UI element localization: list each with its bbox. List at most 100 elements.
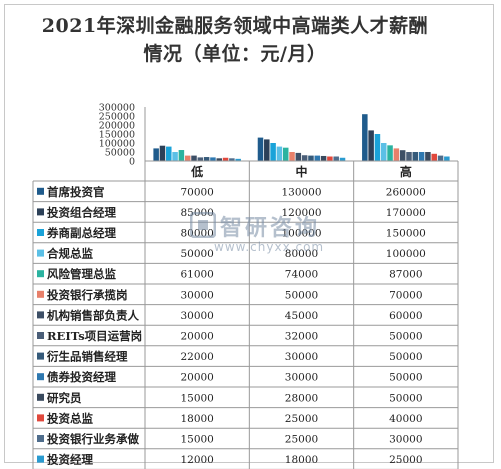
data-label: 15000 [180,434,213,446]
legend-label: 研究员 [47,391,82,405]
bar [333,156,339,161]
data-label: 100000 [281,228,321,240]
bar [178,150,185,161]
bar [425,152,431,161]
bar [235,158,241,161]
bar [406,152,412,161]
data-label: 61000 [180,269,213,281]
bar [276,146,283,161]
bar [393,148,400,161]
data-label: 20000 [180,372,213,384]
bar-plot-area [145,114,458,162]
bar [216,158,223,161]
data-label: 130000 [281,186,321,198]
bar [229,158,235,161]
data-label: 32000 [285,331,318,343]
data-label: 25000 [285,413,318,425]
data-label: 18000 [180,413,213,425]
bar [159,145,166,161]
legend-swatch [37,311,44,319]
data-label: 50000 [180,248,213,260]
legend-swatch [37,435,44,442]
data-label: 70000 [180,186,213,198]
bar [184,155,191,161]
legend-label: 机构销售部负责人 [47,308,139,322]
data-label: 30000 [180,289,213,301]
data-label: 74000 [285,269,318,281]
bar [301,155,308,161]
y-tick-label: 300000 [99,103,135,114]
bar [418,152,425,161]
legend-label: 风险管理总监 [47,267,116,281]
bar [374,134,381,161]
data-label: 28000 [285,392,318,404]
data-label: 18000 [285,454,318,466]
legend-label: 合规总监 [47,247,93,261]
legend-swatch [37,229,44,236]
bar [308,155,314,161]
bar [314,155,321,161]
data-label: 50000 [389,392,422,404]
y-tick-label: 50000 [105,148,135,159]
legend-swatch [37,249,44,257]
bar [282,147,289,161]
bar [431,153,437,161]
bar [264,139,270,161]
legend-label: REITs项目运营岗 [47,329,142,343]
legend-swatch [37,455,44,463]
legend-swatch [37,393,44,401]
y-tick-label: 250000 [99,112,135,123]
chart-title: 2021年深圳金融服务领域中高端类人才薪酬情况（单位：元/月） [41,15,429,65]
data-label: 50000 [389,351,422,363]
legend-label: 衍生品销售经理 [46,350,128,364]
data-label: 170000 [386,207,426,219]
bar [270,143,276,161]
y-tick-label: 100000 [99,139,135,150]
bar [166,146,172,161]
bar [191,155,197,161]
legend-label: 投资银行业务承做 [47,432,139,446]
x-category-label: 高 [400,164,412,179]
x-category-label: 中 [295,164,307,179]
data-label: 87000 [389,269,422,281]
bar [153,148,159,161]
legend-swatch [37,208,44,216]
data-label: 12000 [180,454,213,466]
bar [320,155,327,161]
data-label: 45000 [285,310,318,322]
bar [399,150,406,161]
legend-swatch [37,352,44,360]
legend-swatch [37,187,44,195]
legend-label: 投资银行承揽岗 [47,288,128,302]
data-label: 260000 [386,186,426,198]
legend-swatch [37,290,44,298]
bar [210,157,216,161]
legend-label: 首席投资官 [47,185,105,199]
legend-label: 投资总监 [47,411,93,425]
data-label: 60000 [389,310,422,322]
bar [437,155,444,161]
data-label: 50000 [389,331,422,343]
bar [197,157,204,161]
legend-swatch [37,373,44,381]
bar [289,152,295,161]
bar [380,143,387,161]
data-label: 30000 [285,372,318,384]
bar [327,156,333,161]
x-category-label: 低 [190,164,203,179]
data-label: 50000 [389,372,422,384]
bar [203,157,210,161]
data-label: 40000 [389,413,422,425]
legend-label: 债券投资经理 [47,370,116,384]
y-tick-label: 150000 [99,130,135,141]
bar [368,130,374,161]
data-label: 85000 [180,207,213,219]
y-tick-label: 200000 [99,121,135,132]
legend-swatch [37,332,44,339]
legend-label: 投资经理 [47,453,93,467]
data-label: 30000 [180,310,213,322]
bar [444,156,450,161]
